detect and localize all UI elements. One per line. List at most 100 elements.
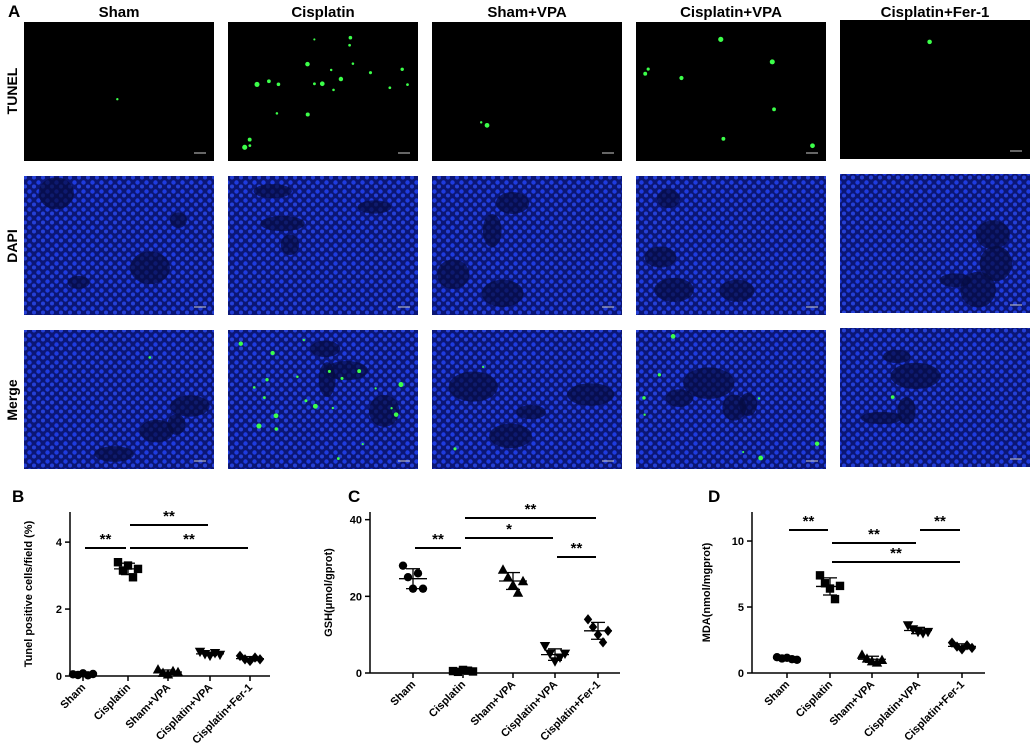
tunel-dot bbox=[400, 67, 404, 71]
tissue-gap bbox=[882, 349, 911, 364]
tissue-gap bbox=[979, 245, 1013, 282]
significance-label: * bbox=[506, 521, 512, 538]
tunel-dot bbox=[758, 455, 764, 461]
tissue-gap bbox=[719, 279, 755, 302]
tissue-gap bbox=[253, 184, 292, 199]
tissue-gap bbox=[357, 200, 392, 214]
data-point bbox=[512, 587, 524, 597]
tissue-gap bbox=[130, 251, 170, 285]
data-point bbox=[240, 654, 250, 665]
tissue-gap bbox=[169, 212, 187, 228]
tunel-dot bbox=[643, 413, 646, 416]
tissue-gap bbox=[448, 371, 498, 402]
data-point bbox=[398, 561, 408, 570]
tunel-dot bbox=[265, 378, 269, 382]
tunel-dot bbox=[742, 451, 745, 454]
tissue-gap bbox=[38, 177, 74, 210]
significance-label: ** bbox=[868, 526, 880, 543]
significance-label: ** bbox=[163, 508, 175, 525]
tissue-gap bbox=[325, 360, 368, 381]
tunel-dot bbox=[398, 382, 404, 388]
tunel-dot bbox=[242, 144, 248, 150]
tunel-dot bbox=[348, 35, 353, 40]
tunel-dot bbox=[312, 403, 318, 409]
tunel-dot bbox=[254, 81, 260, 87]
significance-label: ** bbox=[100, 531, 112, 548]
data-point bbox=[830, 594, 840, 604]
y-tick-label: 5 bbox=[738, 602, 744, 614]
data-point bbox=[214, 650, 226, 661]
tunel-dot bbox=[238, 341, 243, 346]
tunel-dot bbox=[247, 137, 252, 142]
row-label: DAPI bbox=[4, 229, 20, 262]
panel-label: A bbox=[8, 2, 20, 21]
tunel-dot bbox=[296, 375, 299, 379]
tissue-gap bbox=[167, 413, 186, 435]
tissue-gap bbox=[482, 213, 502, 248]
data-point bbox=[967, 642, 977, 654]
significance-label: ** bbox=[183, 531, 195, 548]
tissue-gap bbox=[644, 246, 677, 268]
panel-label: D bbox=[708, 487, 720, 506]
column-header: Cisplatin+VPA bbox=[680, 4, 782, 21]
tissue-gap bbox=[722, 394, 747, 421]
data-point bbox=[255, 654, 265, 665]
tunel-dot bbox=[327, 369, 331, 373]
tissue-gap bbox=[665, 389, 694, 408]
tissue-gap bbox=[860, 411, 903, 425]
significance-label: ** bbox=[571, 540, 583, 557]
x-tick-label: Cisplatin bbox=[427, 678, 469, 720]
data-point bbox=[588, 621, 598, 633]
tunel-dot bbox=[453, 447, 457, 451]
y-tick-label: 0 bbox=[56, 671, 62, 683]
tissue-gap bbox=[890, 362, 941, 390]
chart: D MDA(nmol/mgprot) 0 5 10 Sham CisplatinSham+V… bbox=[701, 487, 985, 744]
tunel-dot bbox=[479, 121, 483, 124]
tunel-dot bbox=[274, 427, 279, 431]
column-header: Sham+VPA bbox=[487, 4, 567, 21]
tissue-gap bbox=[280, 234, 300, 255]
tissue-gap bbox=[437, 259, 470, 290]
tunel-dot bbox=[393, 412, 399, 417]
data-point bbox=[497, 564, 509, 574]
tunel-dot bbox=[772, 107, 776, 112]
x-tick-label: Sham+VPA bbox=[827, 679, 877, 729]
data-point bbox=[856, 649, 868, 659]
tunel-dot bbox=[810, 143, 815, 149]
tunel-dot bbox=[348, 43, 351, 47]
tunel-dot bbox=[646, 67, 650, 71]
data-point bbox=[113, 558, 123, 567]
y-axis-label: MDA(nmol/mgprot) bbox=[701, 542, 713, 642]
y-axis-label: Tunel positive cells/field (%) bbox=[23, 520, 35, 667]
x-tick-label: Sham bbox=[58, 681, 88, 711]
significance-label: ** bbox=[890, 545, 902, 562]
tissue-gap bbox=[516, 405, 546, 420]
x-tick-label: Cisplatin bbox=[92, 681, 134, 723]
tunel-dot bbox=[482, 365, 485, 369]
data-point bbox=[413, 569, 423, 578]
tunel-dot bbox=[769, 59, 775, 65]
tunel-dot bbox=[351, 62, 355, 65]
tunel-image bbox=[228, 22, 418, 161]
tunel-dot bbox=[338, 76, 344, 82]
tissue-gap bbox=[567, 383, 615, 406]
data-point bbox=[539, 641, 551, 652]
y-tick-label: 0 bbox=[738, 668, 744, 680]
tunel-dot bbox=[304, 399, 308, 403]
significance-label: ** bbox=[803, 513, 815, 530]
tunel-dot bbox=[331, 406, 335, 410]
chart: B Tunel positive cells/field (%) 0 2 4 Sham Ci… bbox=[12, 487, 270, 747]
tissue-gap bbox=[683, 367, 735, 399]
row-label: Merge bbox=[4, 379, 20, 420]
y-tick-label: 20 bbox=[350, 591, 362, 603]
tunel-dot bbox=[388, 86, 392, 90]
tunel-image bbox=[432, 22, 622, 161]
tissue-gap bbox=[481, 279, 524, 308]
tunel-image bbox=[840, 20, 1030, 159]
panel-a: A Sham Cisplatin Sham+VPA Cisplatin+VPA Cispl… bbox=[4, 2, 1030, 469]
data-point bbox=[235, 650, 245, 662]
tissue-gap bbox=[170, 395, 210, 417]
tunel-dot bbox=[332, 88, 335, 92]
column-header: Cisplatin+Fer-1 bbox=[881, 4, 990, 21]
